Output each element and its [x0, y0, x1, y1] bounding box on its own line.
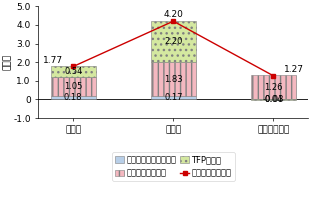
Text: 1.77: 1.77	[43, 56, 63, 65]
Y-axis label: （％）: （％）	[3, 54, 12, 70]
Bar	[251, 75, 296, 99]
Text: 2.20: 2.20	[164, 37, 183, 46]
Text: 0.18: 0.18	[64, 93, 82, 102]
Text: 1.05: 1.05	[64, 82, 82, 91]
Text: 0.17: 0.17	[164, 93, 183, 102]
Bar	[151, 21, 196, 62]
Text: 4.20: 4.20	[163, 10, 183, 19]
Text: 1.27: 1.27	[283, 65, 304, 74]
Bar	[51, 66, 96, 77]
Bar	[51, 77, 96, 96]
Text: 1.26: 1.26	[264, 82, 283, 92]
Bar	[251, 99, 296, 100]
Text: 0.04: 0.04	[264, 95, 283, 104]
Text: 0.54: 0.54	[64, 67, 82, 76]
Text: 1.83: 1.83	[164, 75, 183, 84]
Legend: 情報通信資本ストック, 一般資本ストック, TFP成長率, 労働生産性成長率: 情報通信資本ストック, 一般資本ストック, TFP成長率, 労働生産性成長率	[112, 152, 234, 181]
Bar	[151, 62, 196, 96]
Bar	[51, 96, 96, 99]
Bar	[151, 96, 196, 99]
Text: -0.03: -0.03	[263, 95, 284, 104]
